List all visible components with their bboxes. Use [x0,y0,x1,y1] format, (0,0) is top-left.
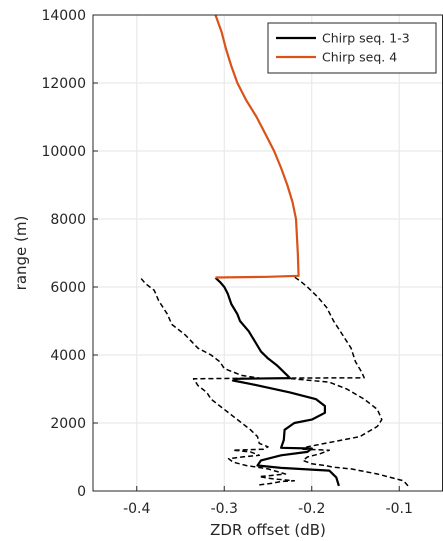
legend: Chirp seq. 1-3 Chirp seq. 4 [267,22,437,74]
series-line-4 [214,14,300,279]
y-axis-label: range (m) [12,216,30,291]
axis-ticks: -0.4 -0.3 -0.2 -0.1 0 2000 4000 6000 8000 10000 12… [41,8,412,517]
series-lines [140,14,409,487]
y-tick-label: 10000 [41,144,86,160]
y-tick-label: 12000 [41,76,86,92]
x-axis-label: ZDR offset (dB) [210,521,326,539]
legend-box [267,22,437,74]
x-tick-label: -0.1 [386,501,413,517]
legend-label: Chirp seq. 1-3 [322,31,410,46]
x-tick-label: -0.2 [298,501,325,517]
legend-label: Chirp seq. 4 [322,50,397,65]
axes-box [92,14,443,492]
series-line-1 [214,276,340,487]
y-tick-label: 8000 [50,212,86,228]
y-tick-label: 14000 [41,8,86,24]
series-line-3 [284,276,409,487]
grid-lines [93,14,443,492]
y-tick-label: 2000 [50,416,86,432]
y-tick-label: 6000 [50,280,86,296]
x-tick-label: -0.4 [123,501,150,517]
y-tick-label: 0 [77,484,86,500]
series-line-2 [140,278,296,486]
x-tick-label: -0.3 [211,501,238,517]
y-tick-label: 4000 [50,348,86,364]
